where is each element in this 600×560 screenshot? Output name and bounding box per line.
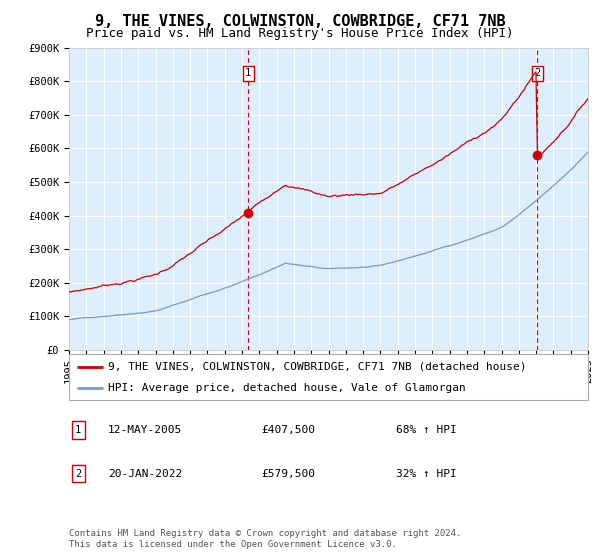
Text: £407,500: £407,500 <box>261 425 315 435</box>
Text: 9, THE VINES, COLWINSTON, COWBRIDGE, CF71 7NB (detached house): 9, THE VINES, COLWINSTON, COWBRIDGE, CF7… <box>108 362 526 372</box>
Text: 12-MAY-2005: 12-MAY-2005 <box>108 425 182 435</box>
Text: £579,500: £579,500 <box>261 469 315 479</box>
Text: 2: 2 <box>75 469 82 479</box>
Text: 9, THE VINES, COLWINSTON, COWBRIDGE, CF71 7NB: 9, THE VINES, COLWINSTON, COWBRIDGE, CF7… <box>95 14 505 29</box>
Text: 20-JAN-2022: 20-JAN-2022 <box>108 469 182 479</box>
Text: 1: 1 <box>75 425 82 435</box>
Text: HPI: Average price, detached house, Vale of Glamorgan: HPI: Average price, detached house, Vale… <box>108 383 466 393</box>
Text: 1: 1 <box>245 68 251 78</box>
FancyBboxPatch shape <box>69 354 588 400</box>
Text: 68% ↑ HPI: 68% ↑ HPI <box>396 425 457 435</box>
Text: 32% ↑ HPI: 32% ↑ HPI <box>396 469 457 479</box>
Text: Price paid vs. HM Land Registry's House Price Index (HPI): Price paid vs. HM Land Registry's House … <box>86 27 514 40</box>
Text: 2: 2 <box>534 68 541 78</box>
Text: Contains HM Land Registry data © Crown copyright and database right 2024.
This d: Contains HM Land Registry data © Crown c… <box>69 529 461 549</box>
